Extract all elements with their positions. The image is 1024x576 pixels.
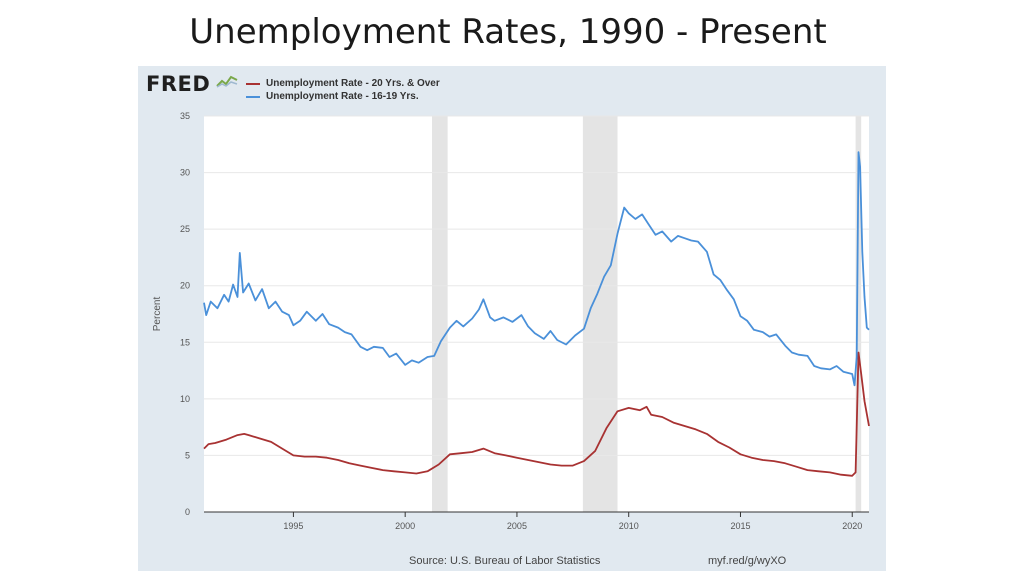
y-tick-label-20: 20 — [180, 281, 190, 291]
y-tick-label-35: 35 — [180, 111, 190, 121]
recession-band-1 — [432, 116, 448, 512]
source-note: Source: U.S. Bureau of Labor Statistics — [409, 555, 601, 567]
line-chart: 0 5 10 15 20 25 30 35 1995 2000 2005 2010 2015 2020 Pe… — [152, 111, 870, 531]
x-tick-label-2020: 2020 — [842, 521, 862, 531]
y-tick-label-10: 10 — [180, 394, 190, 404]
legend-swatch-series-2 — [246, 95, 260, 98]
y-tick-label-30: 30 — [180, 168, 190, 178]
y-tick-label-25: 25 — [180, 224, 190, 234]
fred-logo-chart-icon — [216, 75, 238, 88]
fred-graph-panel: FRED Unemployment Rate - 20 Yrs. & Over … — [138, 66, 886, 571]
x-tick-label-2015: 2015 — [730, 521, 750, 531]
x-tick-label-2010: 2010 — [619, 521, 639, 531]
legend-label-series-1: Unemployment Rate - 20 Yrs. & Over — [266, 78, 440, 89]
x-tick-label-2000: 2000 — [395, 521, 415, 531]
recession-band-3 — [855, 116, 862, 512]
plot-area — [204, 116, 869, 512]
y-tick-label-5: 5 — [185, 450, 190, 460]
short-url-link[interactable]: myf.red/g/wyXO — [708, 555, 787, 567]
legend-item-series-1: Unemployment Rate - 20 Yrs. & Over — [246, 77, 440, 90]
y-tick-label-15: 15 — [180, 337, 190, 347]
y-axis-title: Percent — [152, 297, 163, 332]
series-line-1 — [203, 351, 870, 477]
legend-swatch-series-1 — [246, 82, 260, 85]
series-line-2 — [203, 151, 870, 387]
chart-legend: Unemployment Rate - 20 Yrs. & Over Unemp… — [246, 77, 440, 103]
x-tick-label-2005: 2005 — [507, 521, 527, 531]
slide-title: Unemployment Rates, 1990 - Present — [189, 12, 827, 52]
y-tick-label-0: 0 — [185, 507, 190, 517]
legend-item-series-2: Unemployment Rate - 16-19 Yrs. — [246, 90, 440, 103]
x-tick-label-1995: 1995 — [283, 521, 303, 531]
legend-label-series-2: Unemployment Rate - 16-19 Yrs. — [266, 91, 419, 102]
fred-logo[interactable]: FRED — [146, 72, 211, 96]
